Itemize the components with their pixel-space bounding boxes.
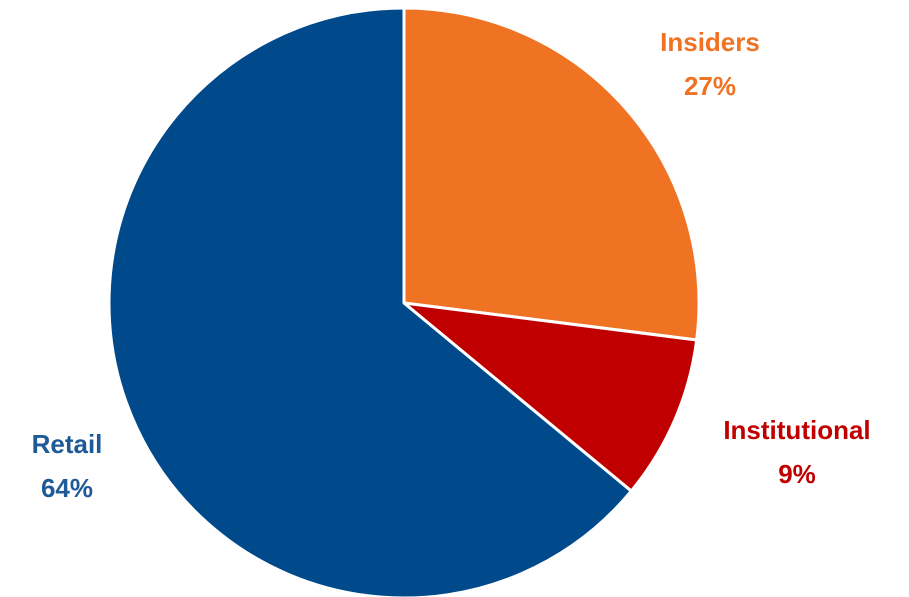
pie-labels: Insiders 27% Institutional 9% Retail 64% xyxy=(32,27,871,503)
slice-value-retail: 64% xyxy=(41,473,93,503)
slice-name-retail: Retail xyxy=(32,429,103,459)
slice-value-insiders: 27% xyxy=(684,71,736,101)
pie-slice-insiders xyxy=(402,6,701,342)
slice-value-institutional: 9% xyxy=(778,459,816,489)
pie-slice-retail xyxy=(107,6,633,597)
slice-name-insiders: Insiders xyxy=(660,27,760,57)
pie-slice-institutional xyxy=(402,301,699,493)
slice-name-institutional: Institutional xyxy=(723,415,870,445)
pie-slices xyxy=(107,6,701,597)
